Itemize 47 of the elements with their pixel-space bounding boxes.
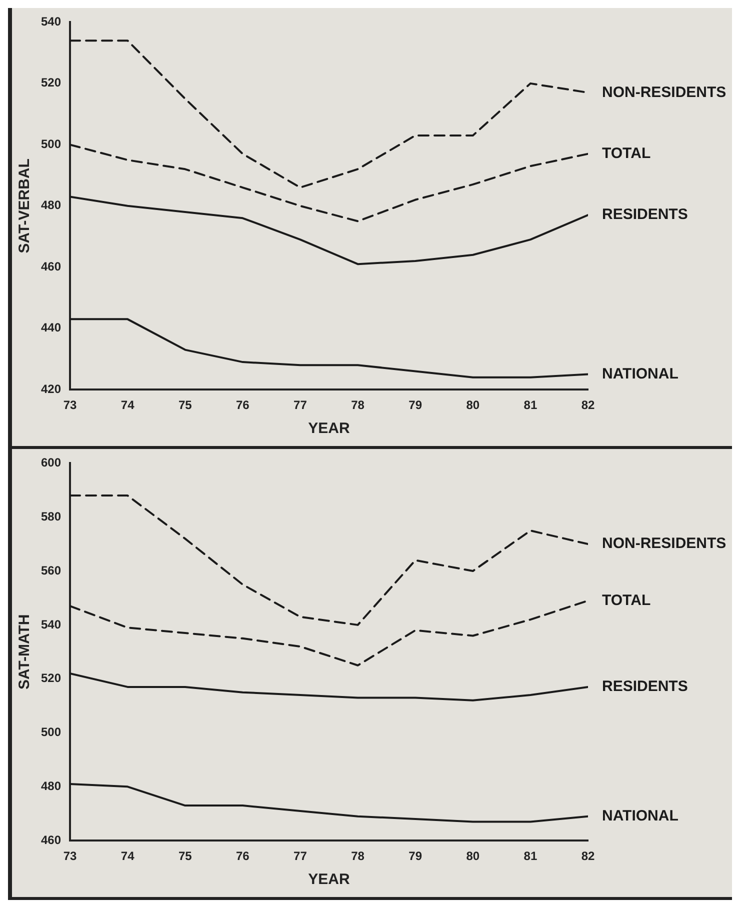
x-tick-label: 74 [120,849,135,864]
y-tick-label: 500 [40,725,62,740]
x-tick-label: 75 [178,398,192,412]
x-tick-label: 76 [236,849,250,864]
series-label: RESIDENTS [602,678,688,696]
x-tick-label: 73 [63,849,78,864]
x-axis-title: YEAR [308,420,350,438]
x-tick-label: 77 [294,398,308,412]
y-tick-label: 520 [40,671,62,686]
x-tick-label: 82 [581,849,595,864]
series-label: RESIDENTS [602,206,688,224]
series-label: NON-RESIDENTS [602,535,726,552]
x-tick-label: 82 [581,398,595,412]
x-tick-label: 81 [524,398,538,412]
y-tick-label: 460 [40,832,62,847]
x-tick-label: 78 [351,849,365,864]
x-tick-label: 73 [63,398,78,412]
y-tick-label: 520 [40,76,62,90]
y-tick-label: 560 [40,563,62,578]
x-tick-label: 81 [524,849,538,864]
y-tick-label: 480 [40,779,62,793]
series-label: NON-RESIDENTS [602,84,726,101]
series-label: TOTAL [602,144,651,162]
x-tick-label: 80 [466,398,480,412]
y-tick-label: 600 [40,456,62,470]
y-tick-label: 420 [40,382,62,396]
x-tick-label: 76 [236,398,250,412]
x-tick-label: 79 [408,849,422,864]
y-tick-label: 460 [40,259,62,274]
series-label: NATIONAL [602,365,678,382]
y-tick-label: 480 [40,198,62,212]
x-tick-label: 78 [351,398,365,412]
x-tick-label: 74 [120,398,135,412]
y-tick-label: 440 [40,320,62,335]
x-tick-label: 75 [178,849,192,864]
x-axis-title: YEAR [308,871,350,888]
y-tick-label: 580 [40,509,62,524]
y-axis-title: SAT-MATH [16,614,34,690]
x-tick-label: 80 [466,849,480,864]
series-label: TOTAL [602,592,651,609]
series-label: NATIONAL [602,807,678,824]
y-tick-label: 540 [40,617,62,632]
x-tick-label: 79 [408,398,422,412]
y-tick-label: 540 [40,14,62,29]
y-axis-title: SAT-VERBAL [16,158,34,254]
y-tick-label: 500 [40,136,62,151]
x-tick-label: 77 [294,849,308,864]
